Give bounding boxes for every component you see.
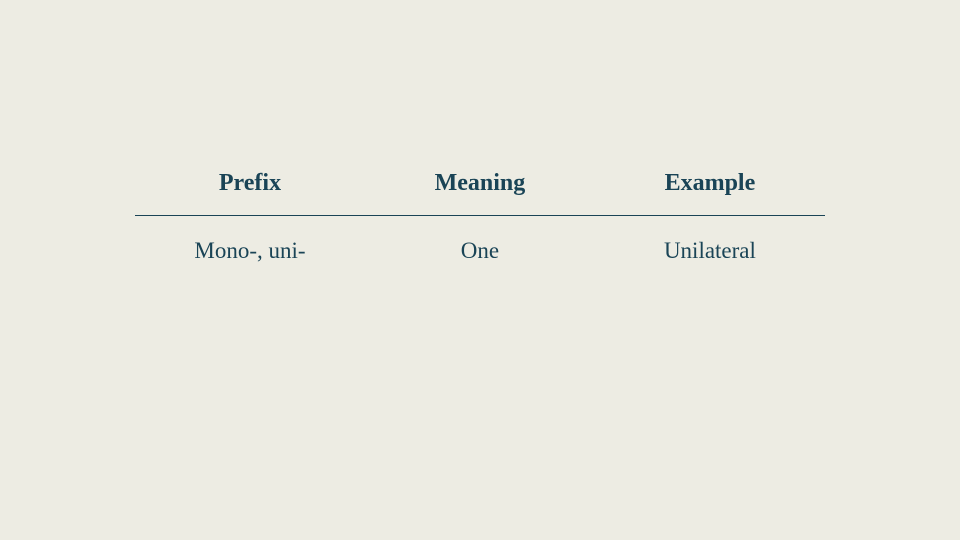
- column-header-meaning: Meaning: [435, 170, 526, 196]
- cell-prefix: Mono-, uni-: [194, 238, 305, 263]
- table-row: Mono-, uni- One Unilateral: [135, 238, 825, 264]
- column-header-prefix: Prefix: [219, 170, 281, 196]
- column-header-example: Example: [665, 170, 756, 196]
- table-header-row: Prefix Meaning Example: [135, 170, 825, 215]
- prefix-table: Prefix Meaning Example Mono-, uni- One U…: [135, 170, 825, 264]
- cell-meaning: One: [461, 238, 499, 263]
- header-divider: [135, 215, 825, 216]
- cell-example: Unilateral: [664, 238, 756, 263]
